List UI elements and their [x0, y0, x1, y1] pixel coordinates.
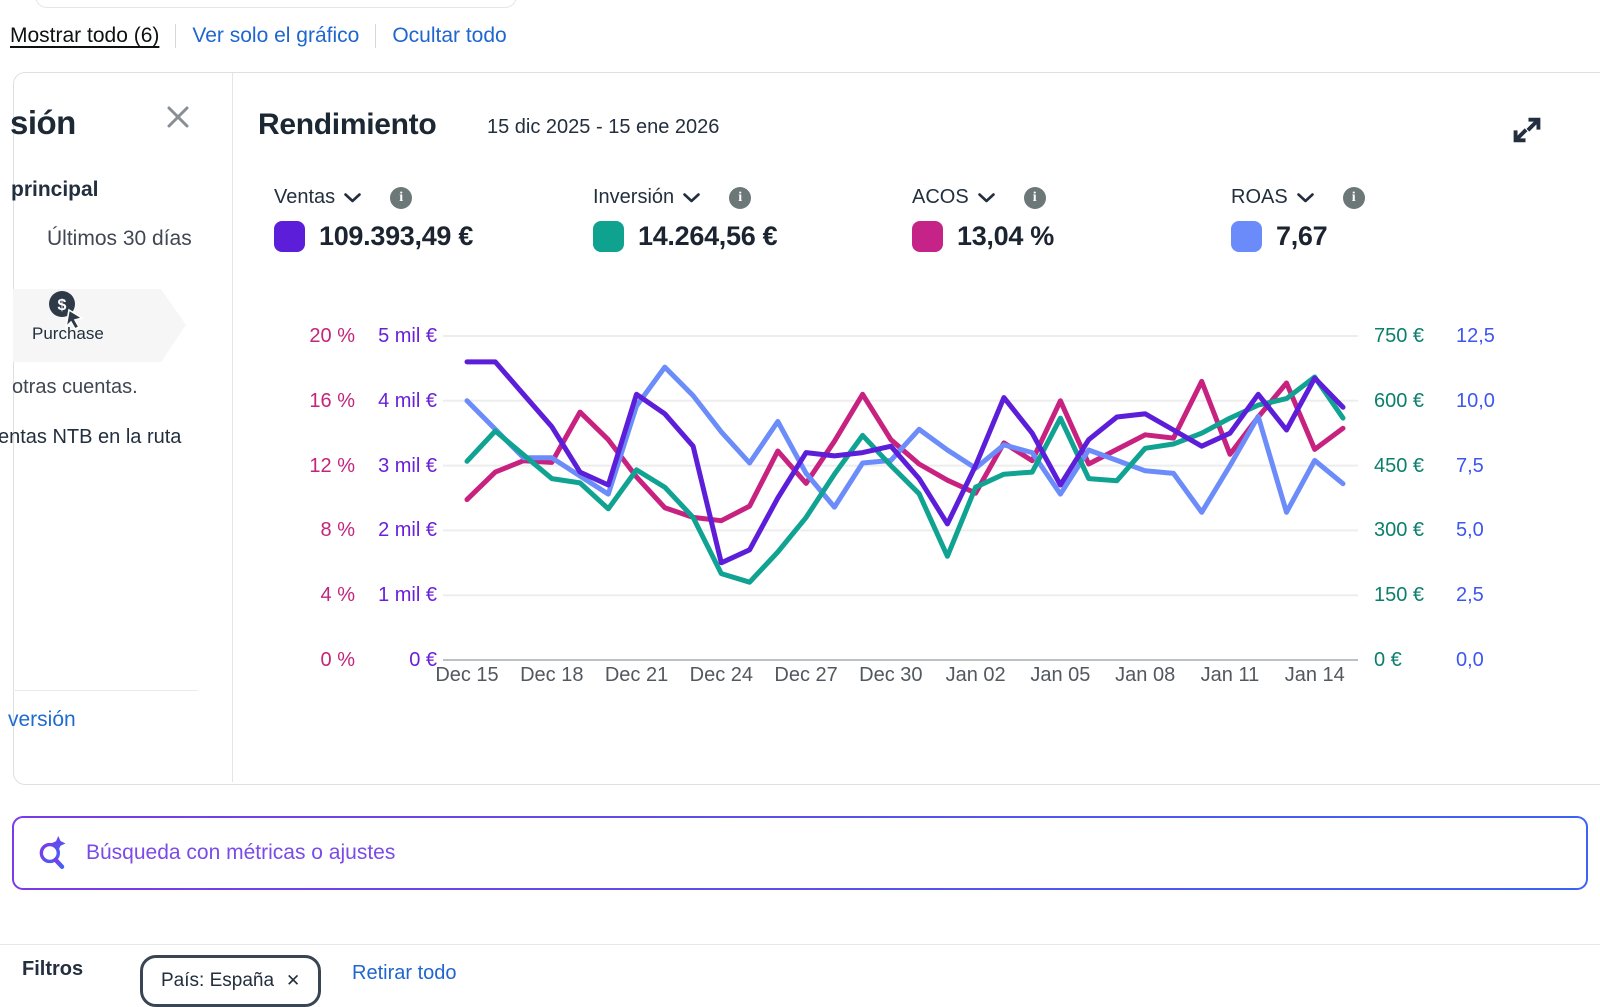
axis-tick: 5,0 [1456, 519, 1484, 542]
purchase-dollar-icon: $ [47, 290, 91, 335]
sidebar-link-clipped[interactable]: versión [8, 708, 76, 731]
ventas-color-swatch [274, 221, 305, 252]
metric-ventas: Ventas i 109.393,49 € [274, 186, 584, 252]
metric-label: Ventas [274, 186, 336, 208]
axis-tick: 0 € [409, 649, 437, 671]
sidebar-heading-clipped: sión [10, 104, 76, 141]
view-chart-only-link[interactable]: Ver solo el gráfico [192, 24, 360, 47]
axis-tick: Dec 15 [435, 664, 499, 686]
metric-acos: ACOS i 13,04 % [912, 186, 1222, 252]
axis-tick: Jan 08 [1115, 664, 1176, 686]
axis-tick: Dec 30 [859, 664, 923, 686]
axis-tick: 20 % [309, 325, 355, 347]
expand-icon[interactable] [1511, 114, 1543, 146]
metric-label: ACOS [912, 186, 969, 208]
info-icon[interactable]: i [729, 186, 752, 209]
chevron-down-icon [977, 192, 995, 202]
metric-label: Inversión [593, 186, 675, 208]
sidebar-period-label: Últimos 30 días [47, 227, 192, 250]
chevron-down-icon [1296, 192, 1314, 202]
ventas-metric-dropdown[interactable]: Ventas [274, 186, 361, 209]
axis-tick: Dec 24 [689, 664, 753, 686]
axis-tick: 600 € [1374, 389, 1425, 412]
axis-tick: 12 % [309, 454, 355, 477]
funnel-stage-purchase[interactable] [13, 289, 186, 362]
filters-label: Filtros [22, 958, 84, 980]
funnel-stage-label: Purchase [32, 324, 104, 343]
cursor-icon [64, 308, 84, 331]
ai-search-icon [39, 836, 66, 869]
roas-color-swatch [1231, 221, 1262, 252]
metric-value: 13,04 % [957, 221, 1054, 251]
axis-tick: 0 % [320, 649, 355, 671]
axis-tick: 7,5 [1456, 454, 1484, 477]
sidebar-divider [13, 690, 198, 691]
acos-metric-dropdown[interactable]: ACOS [912, 186, 995, 209]
axis-tick: 1 mil € [378, 584, 437, 607]
axis-tick: Dec 21 [604, 664, 669, 686]
country-filter-pill[interactable]: País: España ✕ [140, 955, 322, 1007]
axis-tick: 0 € [1374, 649, 1402, 671]
axis-tick: 300 € [1374, 519, 1425, 542]
info-icon[interactable]: i [1342, 186, 1365, 209]
axis-tick: 12,5 [1456, 325, 1495, 347]
toolbar-separator [175, 24, 177, 48]
axis-tick: 4 % [320, 584, 355, 607]
axis-tick: 750 € [1374, 325, 1425, 347]
show-all-link[interactable]: Mostrar todo (6) [10, 24, 160, 47]
axis-tick: 2 mil € [378, 519, 437, 542]
chevron-down-icon [344, 192, 361, 202]
close-icon[interactable] [165, 104, 191, 130]
axis-tick: 2,5 [1456, 584, 1484, 607]
page-title: Rendimiento [258, 108, 437, 141]
axis-tick: Dec 27 [774, 664, 838, 686]
axis-tick: 0,0 [1456, 649, 1484, 671]
axis-tick: Jan 14 [1284, 664, 1345, 686]
axis-tick: 8 % [320, 519, 355, 542]
sidebar-subheading-clipped: principal [11, 178, 99, 201]
inversion-color-swatch [593, 221, 624, 252]
date-range: 15 dic 2025 - 15 ene 2026 [487, 116, 720, 138]
metric-value: 14.264,56 € [638, 221, 778, 251]
axis-tick: Dec 18 [520, 664, 584, 686]
axis-tick: 5 mil € [378, 325, 437, 347]
toolbar-separator [375, 24, 377, 48]
axis-tick: 150 € [1374, 584, 1425, 607]
footer-divider [0, 944, 1600, 945]
axis-tick: 10,0 [1456, 389, 1495, 412]
axis-tick: 3 mil € [378, 454, 437, 477]
remove-filter-icon[interactable]: ✕ [286, 971, 301, 990]
inversion-metric-dropdown[interactable]: Inversión [593, 186, 700, 209]
hide-all-link[interactable]: Ocultar todo [392, 24, 507, 47]
axis-tick: 4 mil € [378, 389, 437, 412]
clipped-element-above [35, 0, 517, 8]
metric-value: 7,67 [1276, 221, 1328, 251]
sidebar-note-ntb-clipped: entas NTB en la ruta [0, 426, 182, 448]
search-input[interactable] [84, 840, 1574, 866]
axis-tick: 16 % [309, 389, 355, 412]
pill-label: País: España [161, 970, 275, 991]
chevron-down-icon [683, 192, 700, 202]
axis-tick: 450 € [1374, 454, 1425, 477]
info-icon[interactable]: i [1023, 186, 1046, 209]
svg-text:$: $ [58, 297, 67, 314]
acos-color-swatch [912, 221, 943, 252]
axis-tick: Jan 05 [1030, 664, 1091, 686]
metric-search-bar [12, 816, 1588, 890]
metric-label: ROAS [1231, 186, 1288, 208]
metric-value: 109.393,49 € [319, 221, 474, 251]
metric-inversion: Inversión i 14.264,56 € [593, 186, 903, 252]
roas-metric-dropdown[interactable]: ROAS [1231, 186, 1314, 209]
info-icon[interactable]: i [390, 186, 413, 209]
chart-visibility-toolbar: Mostrar todo (6) Ver solo el gráfico Ocu… [10, 24, 507, 48]
card-vertical-divider [232, 73, 233, 782]
metric-roas: ROAS i 7,67 [1231, 186, 1541, 252]
clear-all-filters-link[interactable]: Retirar todo [352, 962, 457, 984]
sidebar-note-clipped: otras cuentas. [12, 376, 138, 398]
axis-tick: Jan 02 [945, 664, 1006, 686]
axis-tick: Jan 11 [1200, 664, 1260, 686]
